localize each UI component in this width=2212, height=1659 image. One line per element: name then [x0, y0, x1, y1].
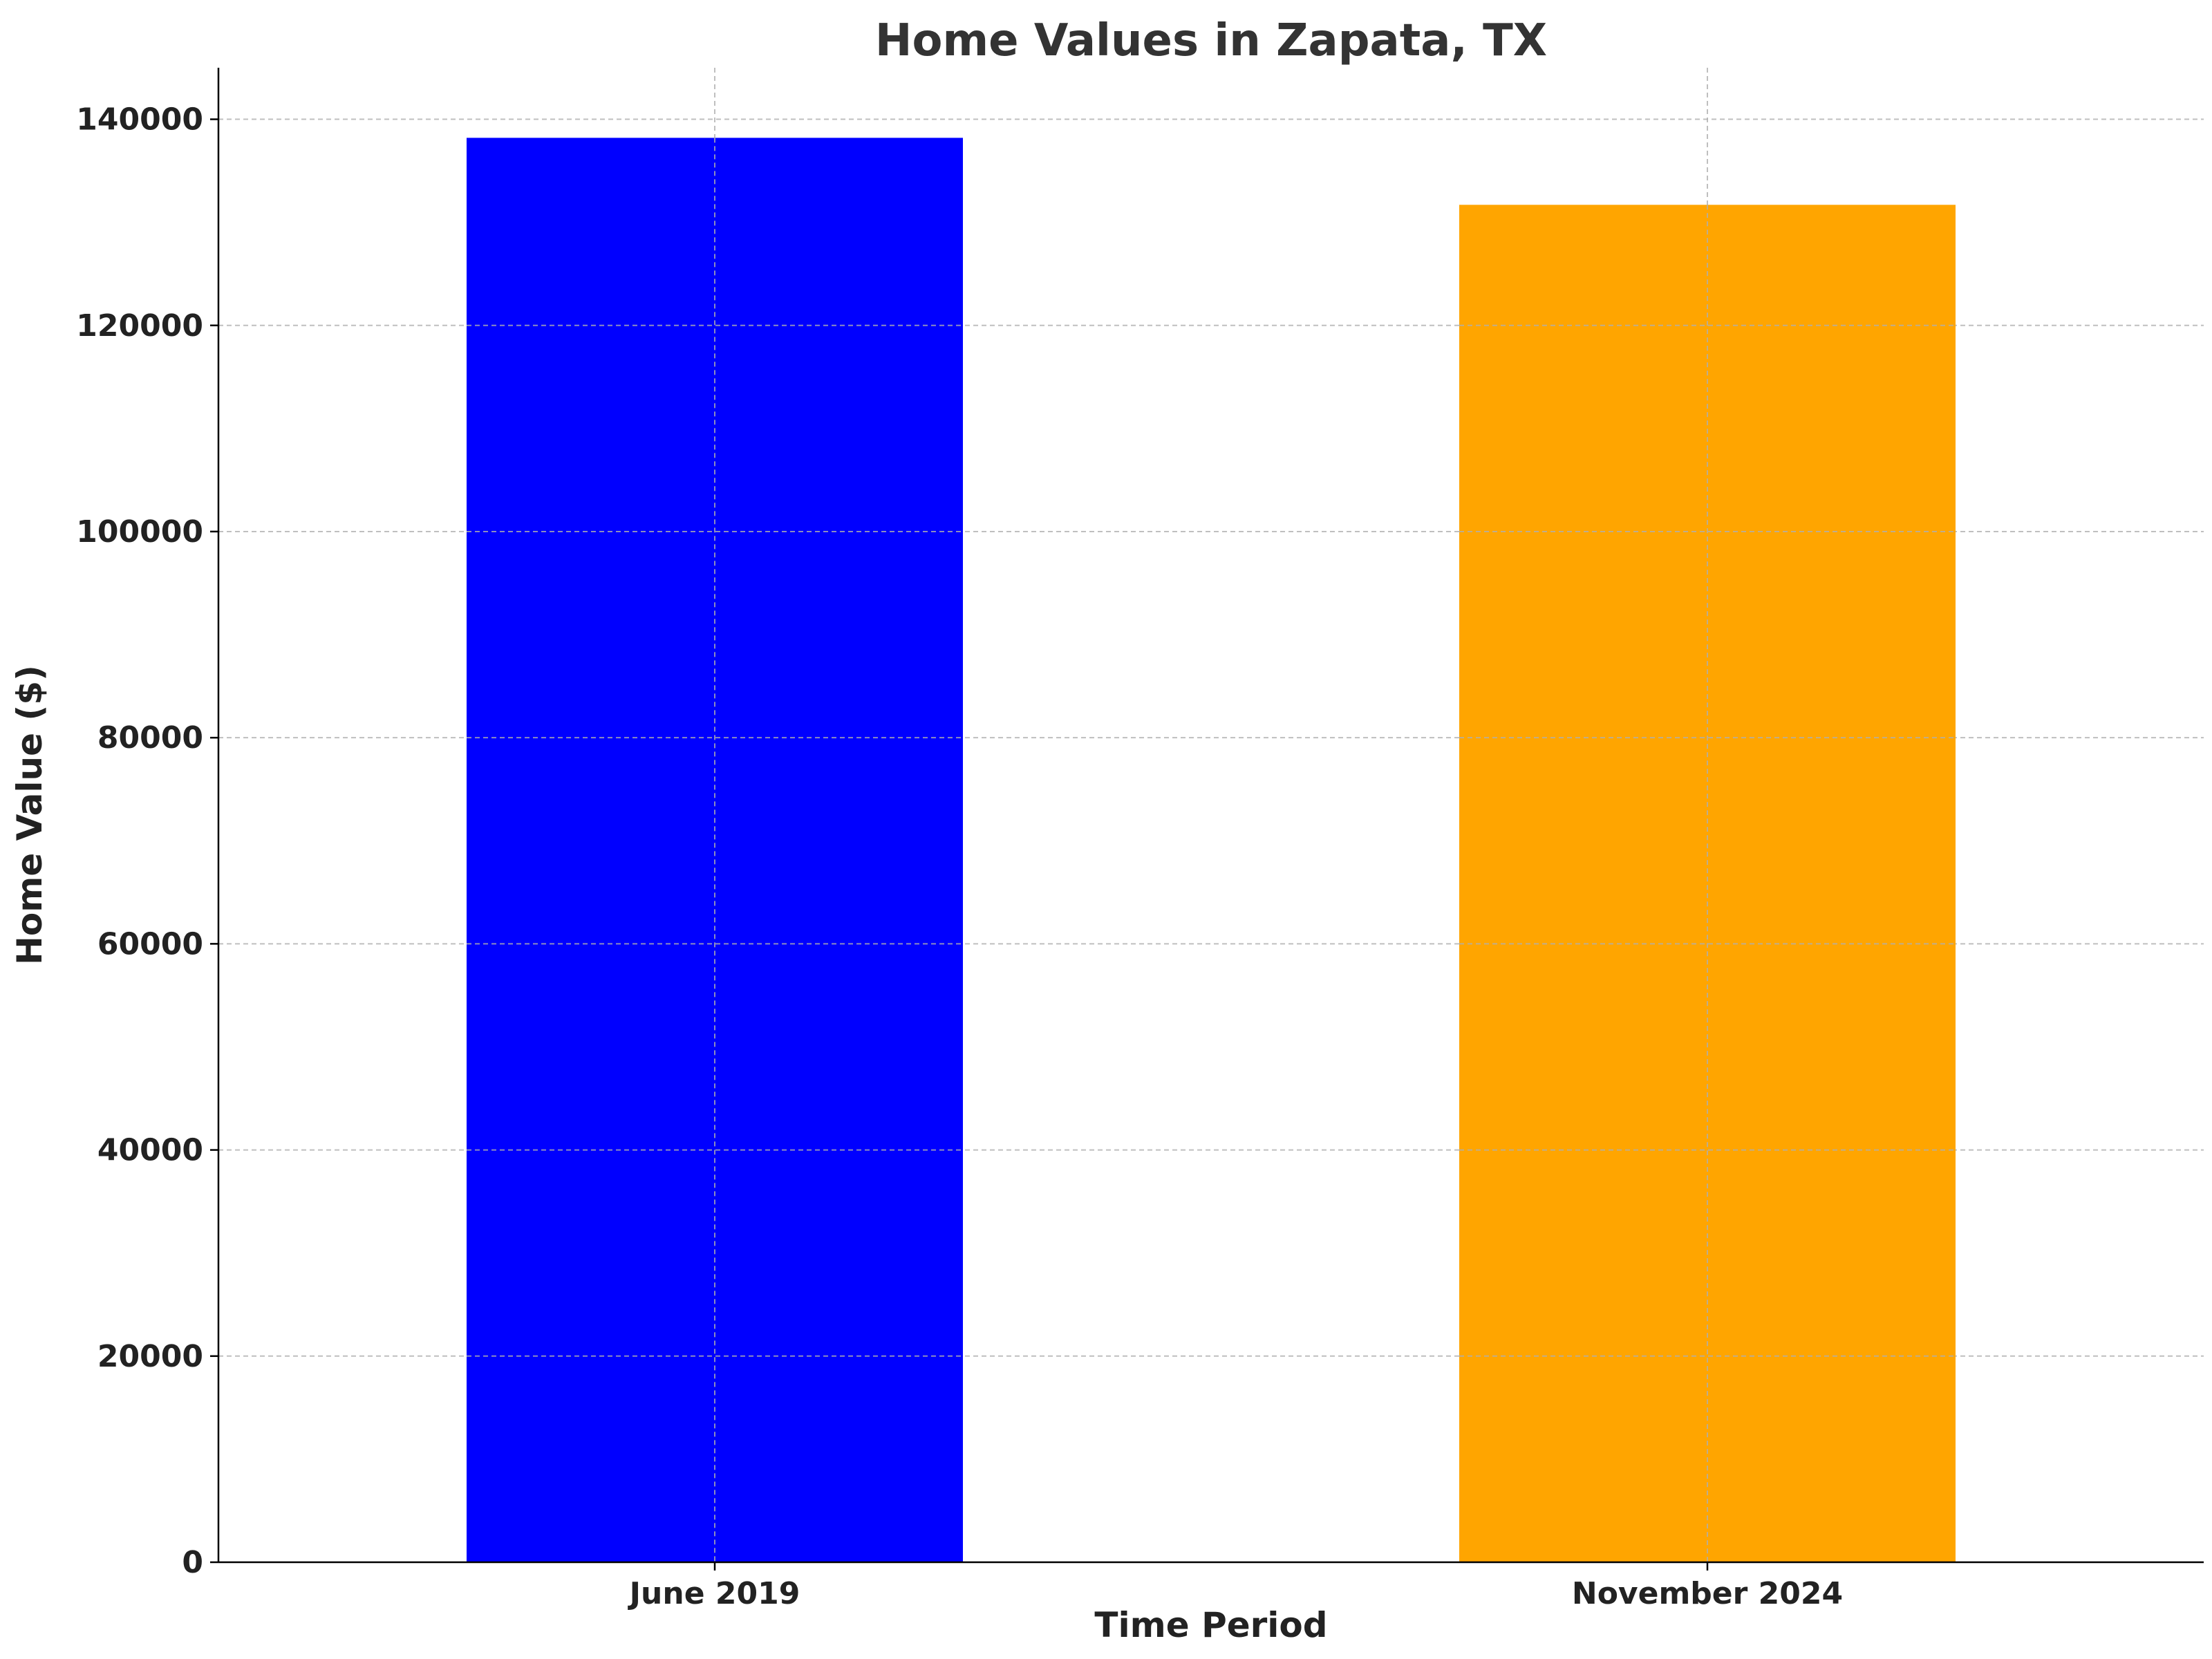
x-ticks: June 2019 November 2024 [628, 1562, 1843, 1611]
y-tick-label: 80000 [97, 720, 203, 756]
x-axis-title: Time Period [1094, 1605, 1327, 1645]
y-tick-label: 60000 [97, 926, 203, 962]
y-tick-label: 140000 [76, 102, 203, 138]
x-tick-label: June 2019 [628, 1576, 800, 1611]
chart-title: Home Values in Zapata, TX [875, 15, 1547, 66]
bars [467, 138, 1956, 1562]
y-axis-title: Home Value ($) [10, 665, 50, 965]
y-tick-label: 20000 [97, 1339, 203, 1374]
y-tick-label: 100000 [76, 514, 203, 550]
y-tick-label: 0 [182, 1545, 203, 1580]
y-ticks: 0 20000 40000 60000 80000 100000 120000 140000 [76, 102, 218, 1580]
bar [467, 138, 963, 1562]
y-tick-label: 120000 [76, 308, 203, 344]
y-tick-label: 40000 [97, 1133, 203, 1168]
x-tick-label: November 2024 [1572, 1576, 1843, 1611]
axes [217, 68, 2204, 1564]
